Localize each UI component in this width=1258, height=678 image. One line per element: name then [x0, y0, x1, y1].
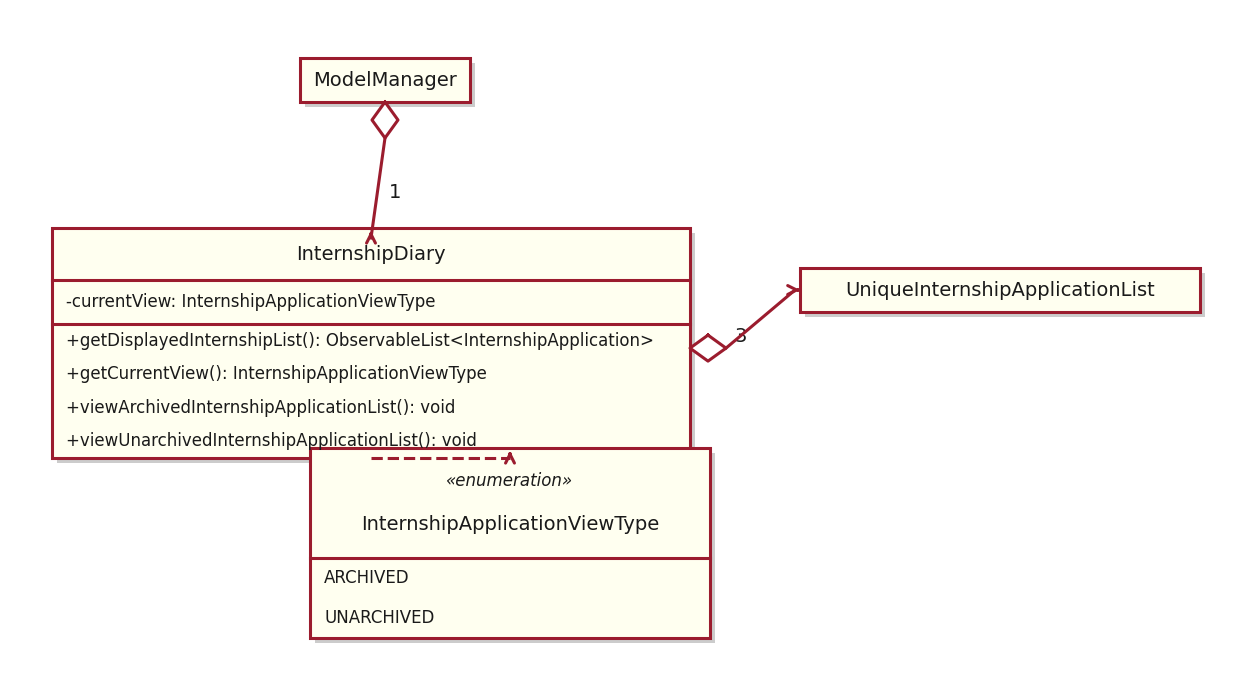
Text: ModelManager: ModelManager — [313, 71, 457, 89]
Text: +viewUnarchivedInternshipApplicationList(): void: +viewUnarchivedInternshipApplicationList… — [65, 433, 477, 450]
Bar — [800, 268, 1200, 312]
Text: +getCurrentView(): InternshipApplicationViewType: +getCurrentView(): InternshipApplication… — [65, 365, 487, 383]
Text: UNARCHIVED: UNARCHIVED — [325, 609, 434, 627]
Bar — [314, 453, 715, 643]
Polygon shape — [372, 102, 398, 138]
Text: 3: 3 — [733, 327, 746, 346]
Text: -currentView: InternshipApplicationViewType: -currentView: InternshipApplicationViewT… — [65, 293, 435, 311]
Text: InternshipDiary: InternshipDiary — [296, 245, 445, 264]
Text: InternshipApplicationViewType: InternshipApplicationViewType — [361, 515, 659, 534]
Text: +getDisplayedInternshipList(): ObservableList<InternshipApplication>: +getDisplayedInternshipList(): Observabl… — [65, 332, 654, 350]
Bar — [304, 63, 476, 107]
Bar — [52, 228, 689, 458]
Bar — [57, 233, 694, 463]
Bar — [805, 273, 1205, 317]
Text: «enumeration»: «enumeration» — [447, 472, 574, 490]
Bar — [299, 58, 470, 102]
Bar — [309, 448, 710, 638]
Text: +viewArchivedInternshipApplicationList(): void: +viewArchivedInternshipApplicationList()… — [65, 399, 455, 417]
Text: ARCHIVED: ARCHIVED — [325, 569, 410, 587]
Polygon shape — [689, 335, 726, 361]
Text: 1: 1 — [389, 184, 401, 203]
Text: UniqueInternshipApplicationList: UniqueInternshipApplicationList — [845, 281, 1155, 300]
